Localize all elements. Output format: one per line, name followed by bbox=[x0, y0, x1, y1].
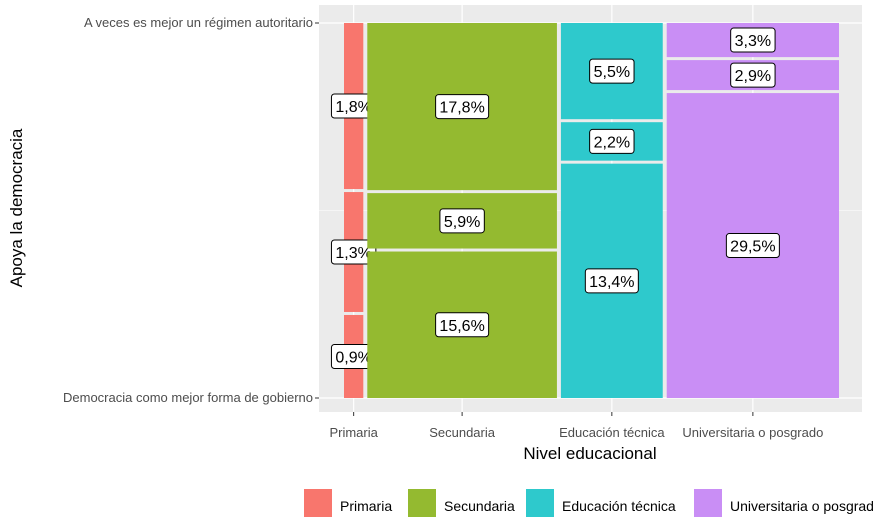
data-label: 5,9% bbox=[444, 214, 480, 231]
data-label-box bbox=[589, 128, 635, 154]
legend-label: Secundaria bbox=[444, 498, 515, 514]
x-tick-label: Universitaria o posgrado bbox=[682, 425, 823, 440]
data-label: 1,8% bbox=[335, 99, 371, 116]
data-label: 0,9% bbox=[335, 349, 371, 366]
data-label: 17,8% bbox=[439, 100, 484, 117]
data-label: 13,4% bbox=[589, 274, 634, 291]
data-label-box bbox=[435, 312, 490, 338]
x-tick-label: Primaria bbox=[329, 425, 378, 440]
data-label: 29,5% bbox=[730, 239, 775, 256]
data-label: 15,6% bbox=[439, 318, 484, 335]
data-label-box bbox=[730, 62, 776, 88]
x-axis-title: Nivel educacional bbox=[523, 444, 656, 463]
y-tick-label: A veces es mejor un régimen autoritario bbox=[84, 15, 313, 30]
legend-label: Universitaria o posgrado bbox=[730, 498, 874, 514]
legend-key bbox=[408, 489, 436, 517]
legend-label: Primaria bbox=[340, 498, 392, 514]
legend-key bbox=[694, 489, 722, 517]
data-label-box bbox=[584, 268, 639, 294]
data-label: 2,9% bbox=[735, 68, 771, 85]
data-label: 3,3% bbox=[735, 33, 771, 50]
y-axis-title: Apoya la democracia bbox=[7, 128, 26, 287]
data-label: 2,2% bbox=[594, 134, 630, 151]
data-label-box bbox=[725, 233, 780, 259]
y-tick-label: Democracia como mejor forma de gobierno bbox=[63, 390, 313, 405]
data-label-box bbox=[730, 27, 776, 53]
legend-key bbox=[526, 489, 554, 517]
x-tick-label: Secundaria bbox=[429, 425, 496, 440]
data-label: 5,5% bbox=[594, 64, 630, 81]
data-label-box bbox=[589, 58, 635, 84]
x-tick-label: Educación técnica bbox=[559, 425, 665, 440]
legend-label: Educación técnica bbox=[562, 498, 676, 514]
data-label-box bbox=[435, 94, 490, 120]
data-label-box bbox=[439, 208, 485, 234]
legend-key bbox=[304, 489, 332, 517]
data-label: 1,3% bbox=[335, 245, 371, 262]
